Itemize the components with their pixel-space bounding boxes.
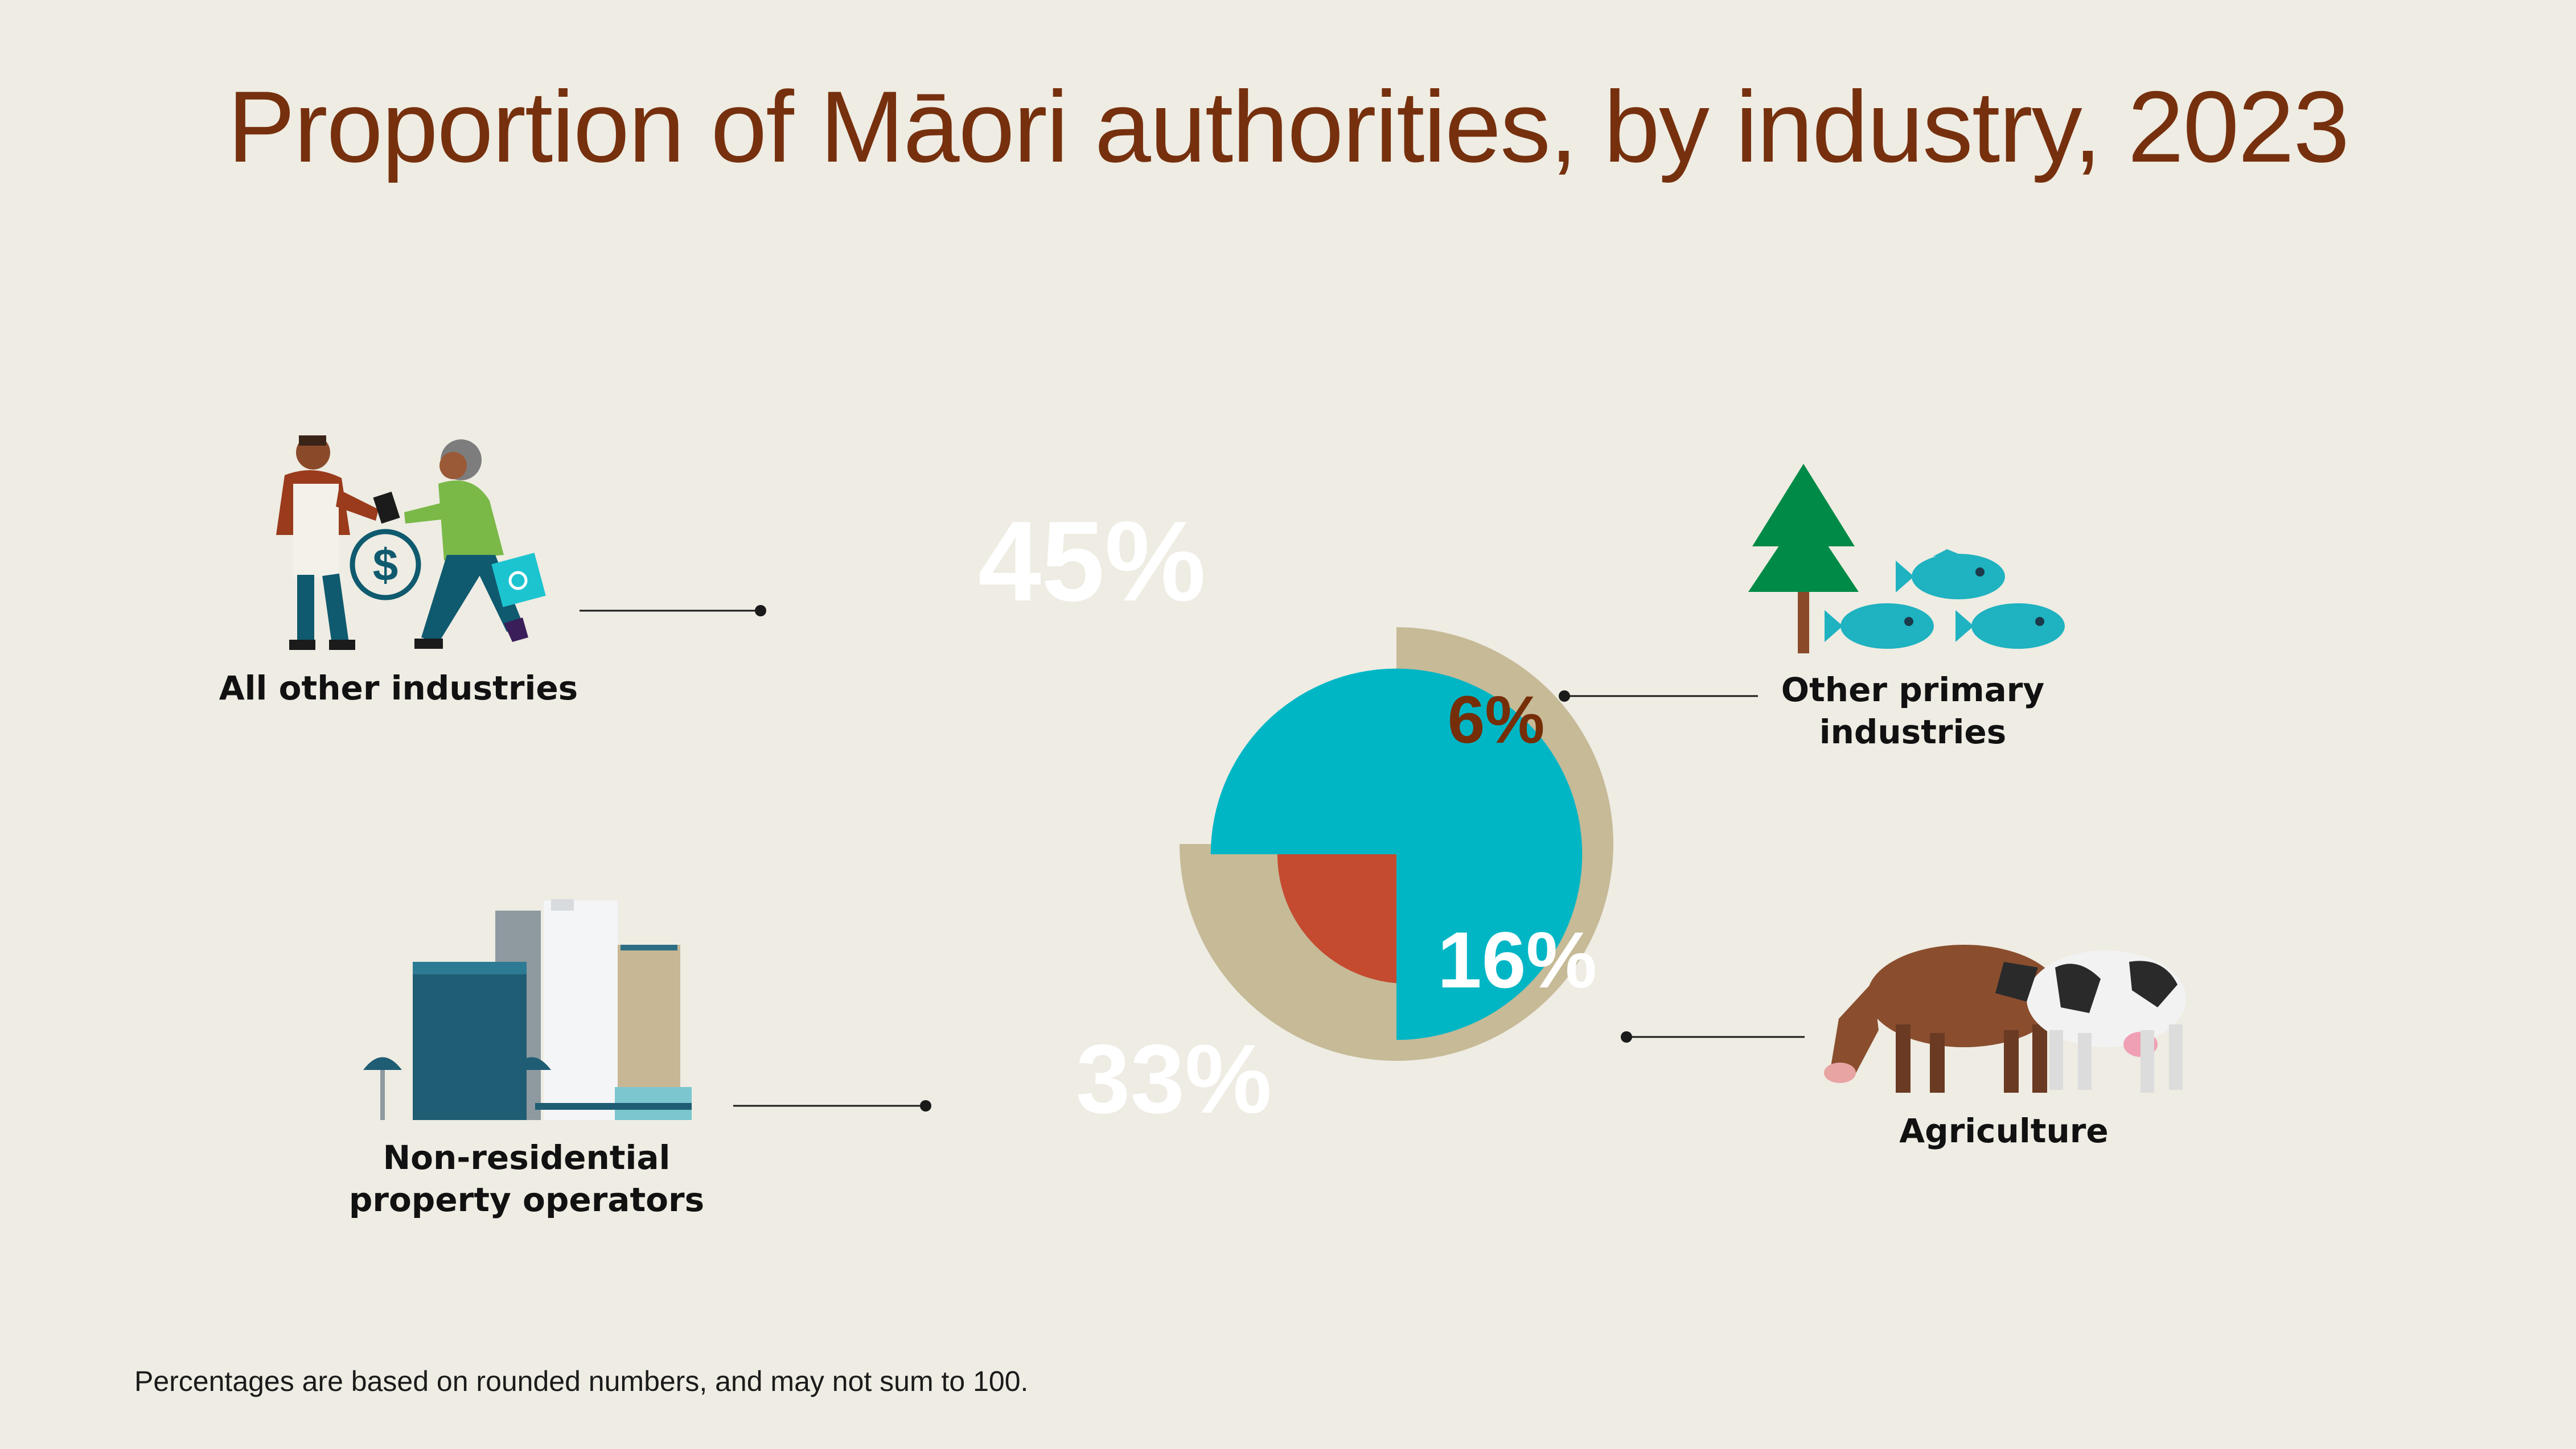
footnote: Percentages are based on rounded numbers…: [134, 1365, 1029, 1397]
tree-and-fish-icon: [1748, 464, 2065, 653]
cows-icon: [1824, 945, 2186, 1093]
label-other-primary-line-2: industries: [1819, 713, 2007, 751]
office-buildings-icon: [363, 899, 692, 1120]
svg-text:$: $: [373, 540, 398, 590]
leader-line-non-residential: [733, 1100, 931, 1112]
label-non-residential-line-2: property operators: [348, 1180, 705, 1219]
data-label-non-residential: 33%: [1076, 1024, 1272, 1134]
label-all-other-text: All other industries: [219, 669, 578, 707]
category-label-other-primary-industries: Other primary industries: [1753, 669, 2072, 753]
chart-title: Proportion of Māori authorities, by indu…: [227, 70, 2350, 183]
data-label-all-other-industries: 45%: [978, 498, 1206, 625]
slice-non-residential-property-operators: [1210, 668, 1583, 1040]
category-label-agriculture: Agriculture: [1856, 1110, 2152, 1152]
category-label-non-residential: Non-residential property operators: [319, 1137, 734, 1221]
leader-line-other-primary: [1559, 690, 1758, 702]
label-agriculture-text: Agriculture: [1899, 1112, 2109, 1150]
data-label-agriculture: 16%: [1437, 915, 1597, 1005]
label-non-residential-line-1: Non-residential: [383, 1138, 671, 1177]
category-label-all-other-industries: All other industries: [205, 667, 592, 709]
leader-line-agriculture: [1621, 1031, 1805, 1043]
data-label-other-primary-industries: 6%: [1448, 682, 1545, 758]
leader-line-all-other: [580, 605, 766, 616]
label-other-primary-line-1: Other primary: [1781, 670, 2045, 709]
shop-handshake-icon: $: [276, 435, 546, 650]
